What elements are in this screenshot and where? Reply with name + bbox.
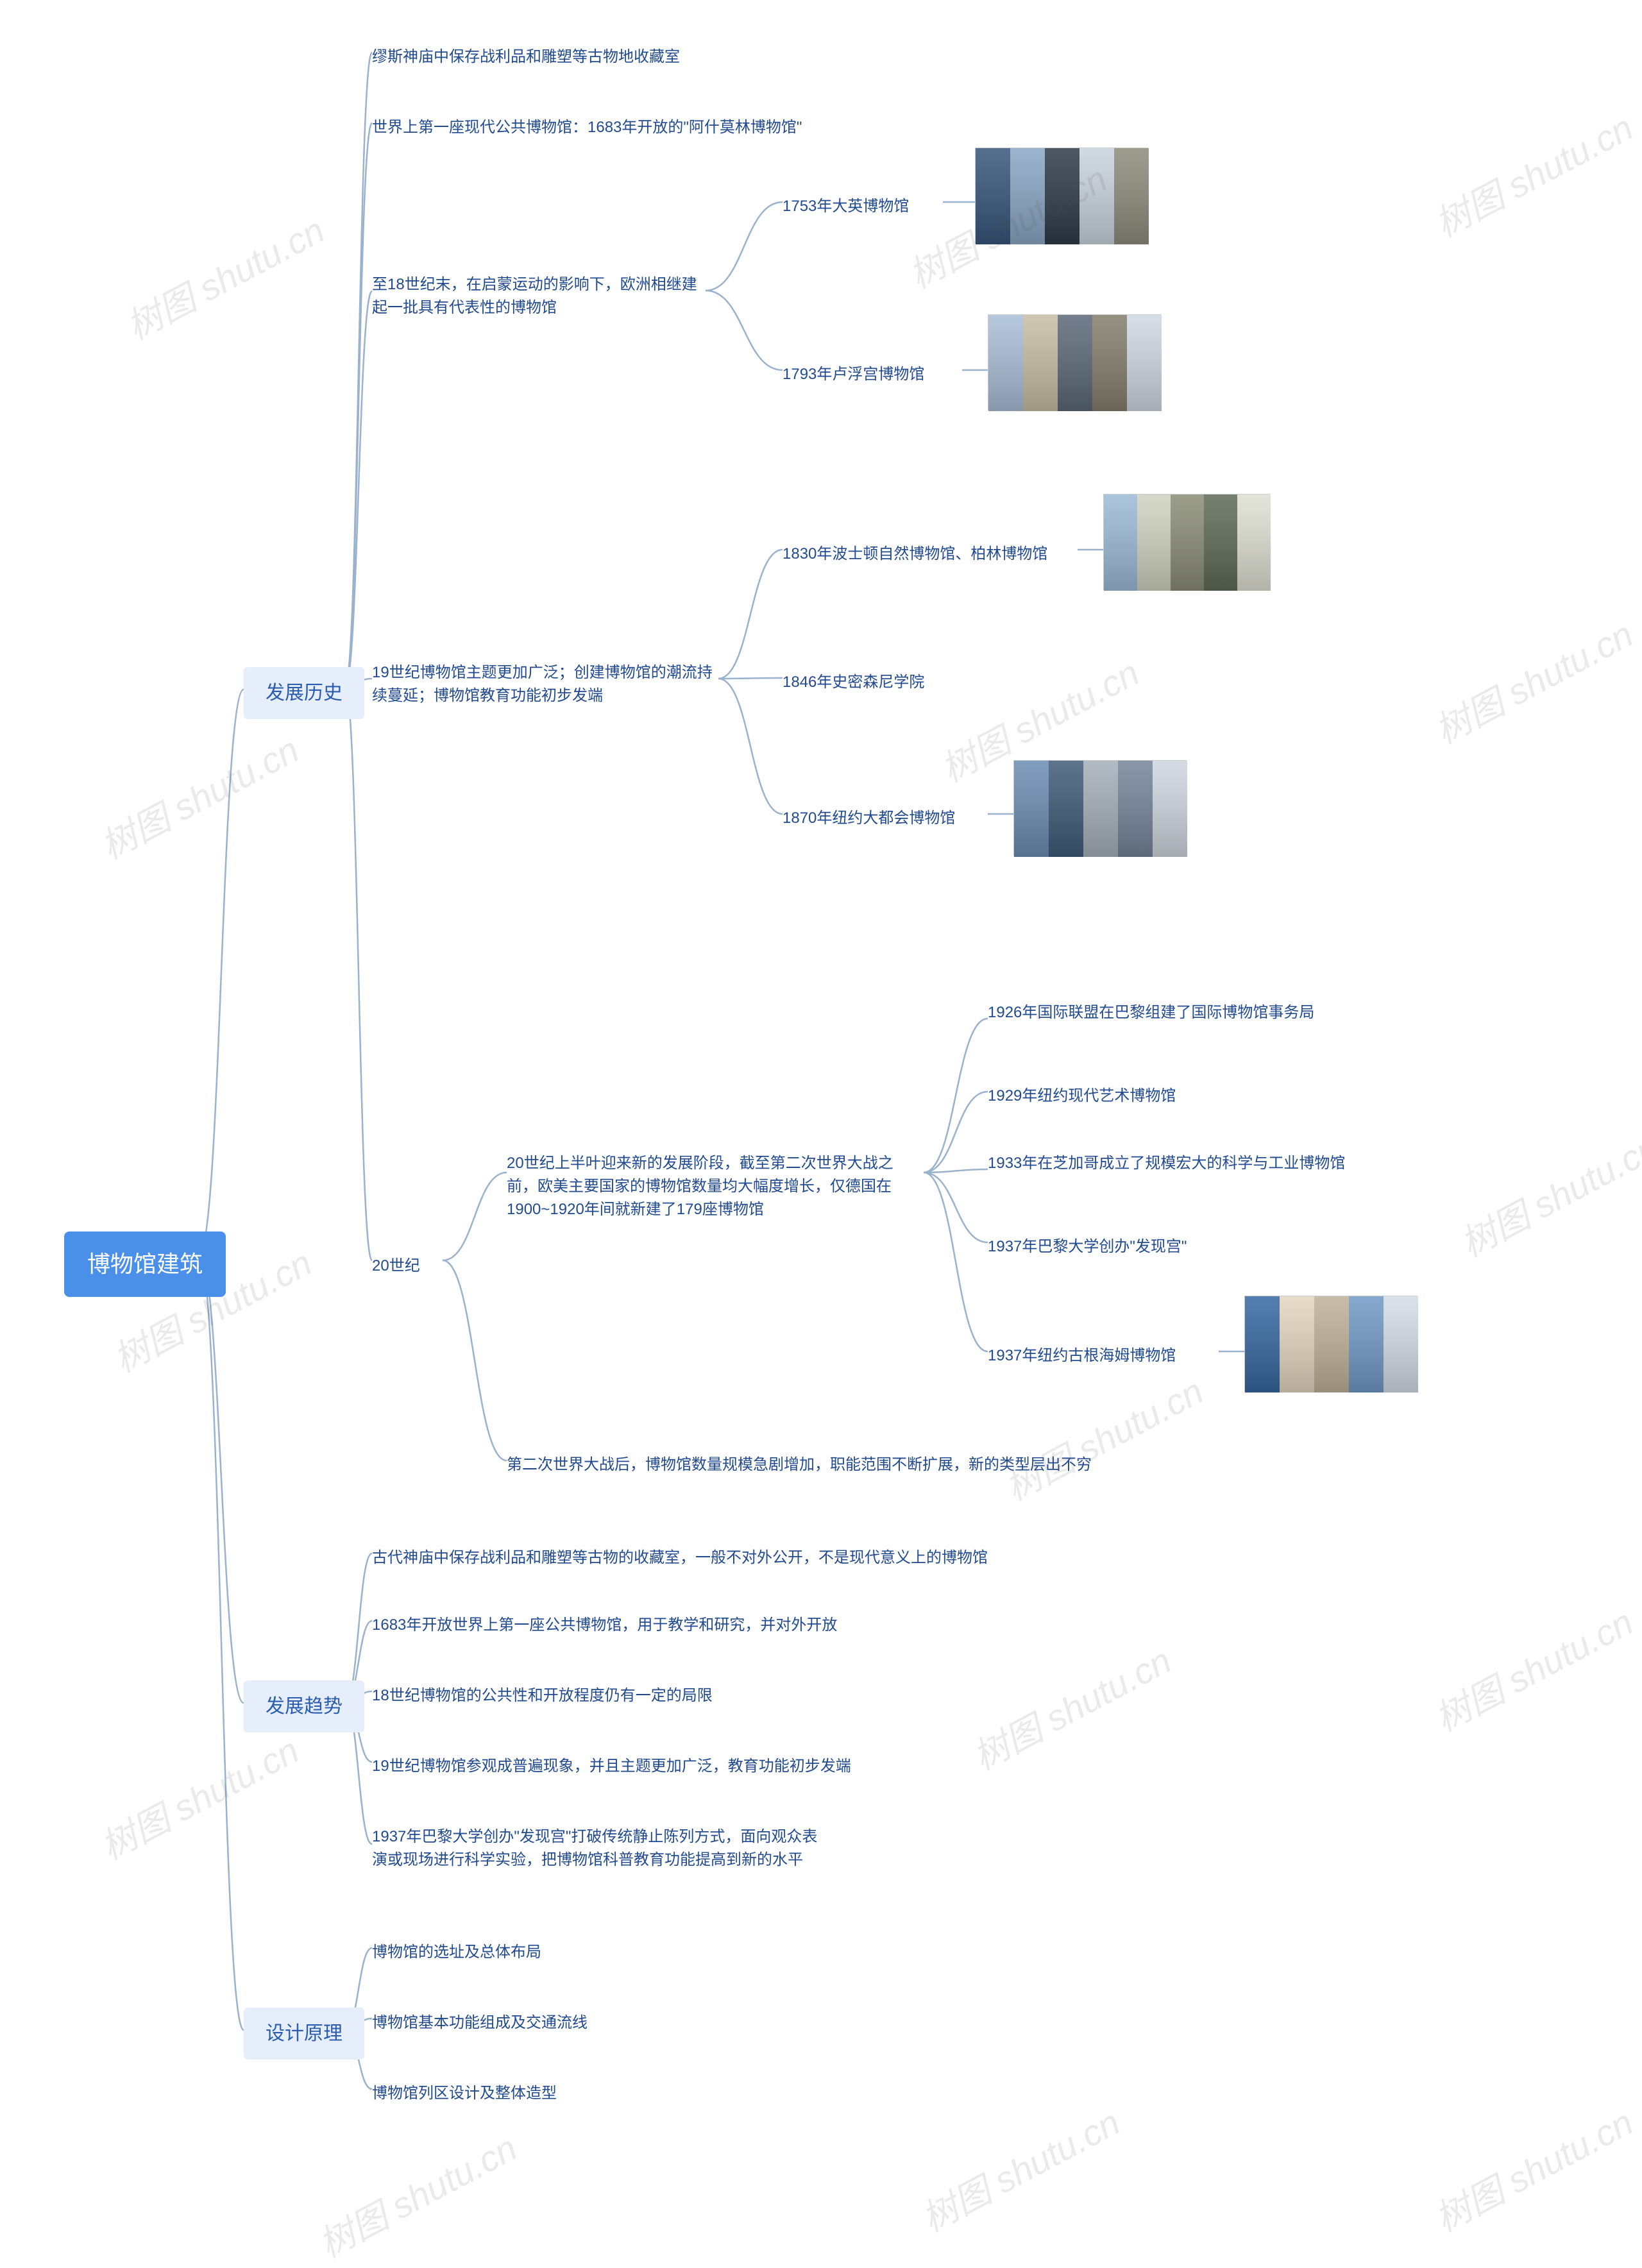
leaf-t3[interactable]: 18世纪博物馆的公共性和开放程度仍有一定的局限 xyxy=(372,1680,783,1711)
watermark: 树图 shutu.cn xyxy=(1450,1119,1642,1267)
leaf-h3b[interactable]: 1793年卢浮宫博物馆 xyxy=(783,359,924,390)
image-louvre xyxy=(988,314,1161,410)
image-british-museum xyxy=(975,148,1148,244)
leaf-d2[interactable]: 博物馆基本功能组成及交通流线 xyxy=(372,2008,588,2038)
leaf-h1[interactable]: 缪斯神庙中保存战利品和雕塑等古物地收藏室 xyxy=(372,42,770,72)
leaf-h5b[interactable]: 第二次世界大战后，博物馆数量规模急剧增加，职能范围不断扩展，新的类型层出不穷 xyxy=(507,1450,956,1480)
watermark: 树图 shutu.cn xyxy=(90,1722,307,1870)
watermark: 树图 shutu.cn xyxy=(911,2094,1128,2242)
leaf-h5a[interactable]: 20世纪上半叶迎来新的发展阶段，截至第二次世界大战之前，欧美主要国家的博物馆数量… xyxy=(507,1148,924,1225)
leaf-h4[interactable]: 19世纪博物馆主题更加广泛；创建博物馆的潮流持续蔓延；博物馆教育功能初步发端 xyxy=(372,657,718,711)
leaf-t5[interactable]: 1937年巴黎大学创办"发现宫"打破传统静止陈列方式，面向观众表演或现场进行科学… xyxy=(372,1822,821,1875)
leaf-h5a4[interactable]: 1937年巴黎大学创办"发现宫" xyxy=(988,1231,1187,1262)
watermark: 树图 shutu.cn xyxy=(1425,1594,1641,1742)
leaf-h3[interactable]: 至18世纪末，在启蒙运动的影响下，欧洲相继建起一批具有代表性的博物馆 xyxy=(372,269,706,323)
watermark: 树图 shutu.cn xyxy=(90,722,307,870)
leaf-h4a[interactable]: 1830年波士顿自然博物馆、柏林博物馆 xyxy=(783,539,1047,570)
leaf-h5a5[interactable]: 1937年纽约古根海姆博物馆 xyxy=(988,1341,1176,1371)
leaf-h5a1[interactable]: 1926年国际联盟在巴黎组建了国际博物馆事务局 xyxy=(988,997,1347,1028)
leaf-t2[interactable]: 1683年开放世界上第一座公共博物馆，用于教学和研究，并对外开放 xyxy=(372,1610,821,1641)
leaf-h5a3[interactable]: 1933年在芝加哥成立了规模宏大的科学与工业博物馆 xyxy=(988,1148,1347,1179)
leaf-h5[interactable]: 20世纪 xyxy=(372,1251,420,1282)
watermark: 树图 shutu.cn xyxy=(995,1363,1212,1511)
image-boston-berlin xyxy=(1103,494,1270,590)
leaf-h2[interactable]: 世界上第一座现代公共博物馆：1683年开放的"阿什莫林博物馆" xyxy=(372,112,821,143)
watermark: 树图 shutu.cn xyxy=(1425,99,1641,248)
leaf-t1[interactable]: 古代神庙中保存战利品和雕塑等古物的收藏室，一般不对外公开，不是现代意义上的博物馆 xyxy=(372,1543,821,1573)
leaf-h4b[interactable]: 1846年史密森尼学院 xyxy=(783,667,924,698)
watermark: 树图 shutu.cn xyxy=(116,202,333,350)
mindmap-canvas: 博物馆建筑 发展历史 发展趋势 设计原理 缪斯神庙中保存战利品和雕塑等古物地收藏… xyxy=(0,0,1642,2260)
leaf-h5a2[interactable]: 1929年纽约现代艺术博物馆 xyxy=(988,1081,1176,1112)
leaf-d1[interactable]: 博物馆的选址及总体布局 xyxy=(372,1937,541,1968)
leaf-h4c[interactable]: 1870年纽约大都会博物馆 xyxy=(783,803,955,834)
branch-trend[interactable]: 发展趋势 xyxy=(244,1680,364,1732)
image-guggenheim xyxy=(1244,1296,1418,1392)
image-metropolitan xyxy=(1013,760,1187,856)
watermark: 树图 shutu.cn xyxy=(1425,606,1641,754)
leaf-d3[interactable]: 博物馆列区设计及整体造型 xyxy=(372,2078,557,2109)
root-node[interactable]: 博物馆建筑 xyxy=(64,1231,226,1297)
leaf-h3a[interactable]: 1753年大英博物馆 xyxy=(783,191,909,222)
watermark: 树图 shutu.cn xyxy=(963,1632,1180,1781)
watermark: 树图 shutu.cn xyxy=(1425,2094,1641,2242)
branch-history[interactable]: 发展历史 xyxy=(244,667,364,719)
leaf-t4[interactable]: 19世纪博物馆参观成普遍现象，并且主题更加广泛，教育功能初步发端 xyxy=(372,1751,821,1782)
watermark: 树图 shutu.cn xyxy=(309,2120,525,2268)
branch-design[interactable]: 设计原理 xyxy=(244,2008,364,2060)
connector-layer xyxy=(0,0,1642,2260)
